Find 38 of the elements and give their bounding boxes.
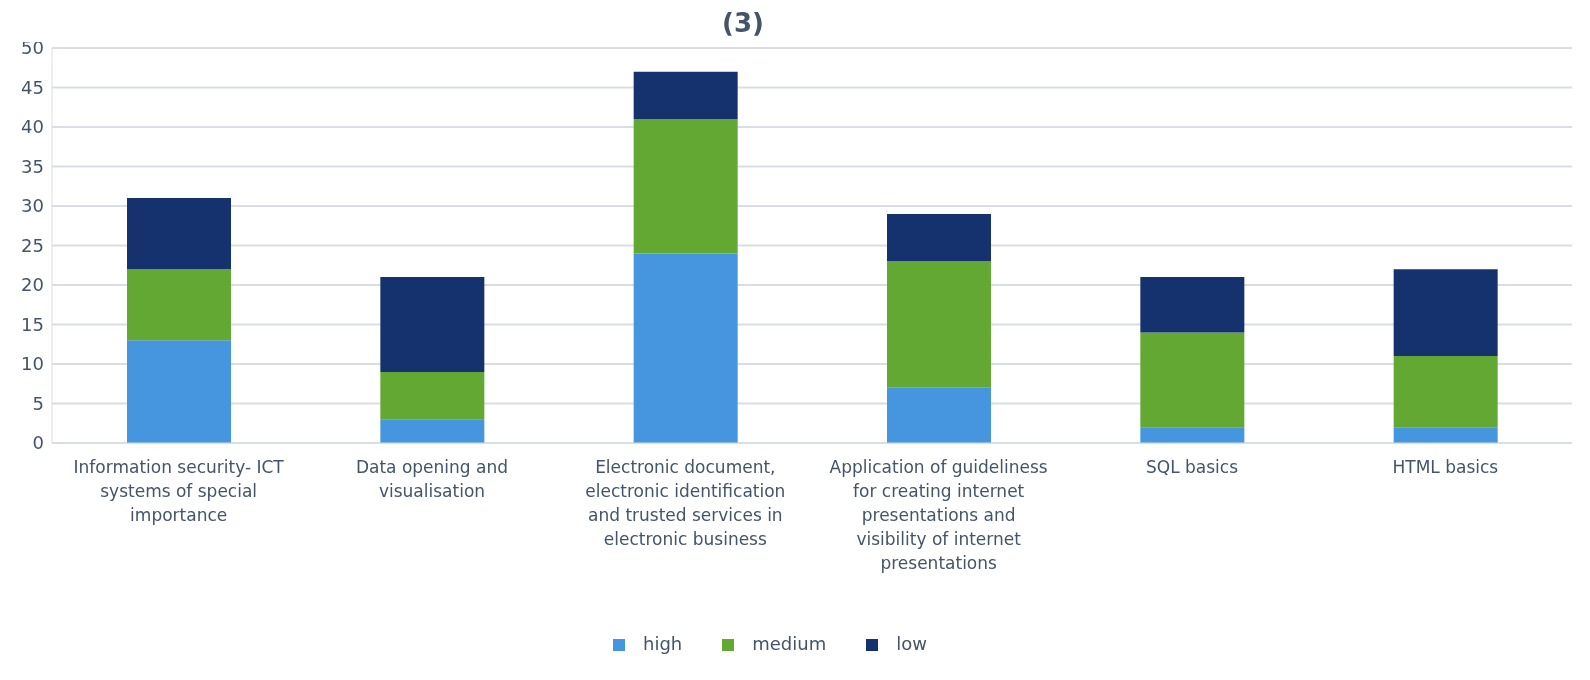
bar xyxy=(1393,269,1498,357)
legend-label: medium xyxy=(752,633,827,654)
y-tick-label: 40 xyxy=(21,116,44,138)
y-tick-label: 20 xyxy=(21,274,44,296)
legend-label: high xyxy=(643,633,683,654)
bar xyxy=(887,261,991,388)
y-tick-label: 25 xyxy=(21,234,44,256)
legend-label: low xyxy=(896,633,927,654)
bar xyxy=(1140,427,1245,443)
y-tick-label: 10 xyxy=(21,353,44,375)
y-tick-label: 30 xyxy=(21,195,44,217)
y-tick-label: 35 xyxy=(21,155,44,177)
x-tick-label: Application of guideliness for creating internet presentations and visibility of internet presentations xyxy=(829,457,1048,573)
y-tick-label: 45 xyxy=(21,76,44,98)
bar xyxy=(887,387,991,443)
bar xyxy=(127,340,231,443)
bar xyxy=(887,213,991,262)
chart-title: (3) xyxy=(722,8,764,38)
x-tick-label: Electronic document, electronic identification and trusted services in electronic business xyxy=(585,457,786,549)
bar xyxy=(1393,356,1498,428)
bar xyxy=(633,253,738,443)
x-tick-label: Data opening and visualisation xyxy=(355,457,509,501)
bar xyxy=(127,198,231,270)
y-tick-label: 5 xyxy=(32,392,44,414)
bar xyxy=(380,371,485,420)
x-tick-label: HTML basics xyxy=(1392,457,1499,477)
y-tick-label: 0 xyxy=(32,432,44,454)
bar xyxy=(1140,332,1245,428)
bar xyxy=(633,119,738,254)
bar xyxy=(127,269,231,341)
bar xyxy=(380,419,485,443)
bar xyxy=(1393,427,1498,443)
y-tick-label: 15 xyxy=(21,313,44,335)
x-tick-label: SQL basics xyxy=(1145,457,1239,477)
bar xyxy=(380,277,485,372)
bar xyxy=(1140,277,1245,333)
bar xyxy=(633,71,738,120)
x-tick-label: Information security- ICT systems of special importance xyxy=(73,457,285,525)
